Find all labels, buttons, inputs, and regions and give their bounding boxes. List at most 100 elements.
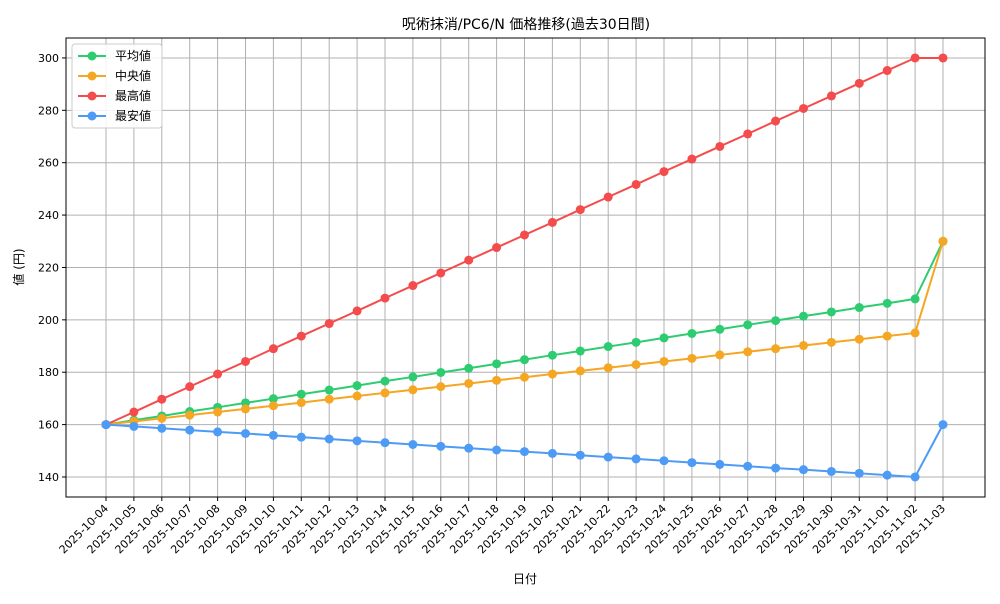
legend-item: 平均値 [78,48,151,63]
data-point [296,432,306,442]
data-point [854,78,864,88]
data-point [157,413,167,423]
series-3 [101,420,948,482]
data-point [826,307,836,317]
data-point [547,448,557,458]
data-point [101,420,111,430]
data-series [101,53,948,482]
data-point [380,376,390,386]
data-point [157,394,167,404]
data-point [882,470,892,480]
data-point [826,337,836,347]
data-point [854,468,864,478]
data-point [687,353,697,363]
data-point [157,423,167,433]
data-point [268,401,278,411]
data-point [631,454,641,464]
data-point [575,346,585,356]
data-point [436,268,446,278]
legend-label: 平均値 [115,48,151,63]
data-point [213,369,223,379]
data-point [520,447,529,457]
data-point [687,458,697,468]
legend-marker-icon [87,51,97,61]
data-point [352,306,362,316]
data-point [826,466,836,476]
data-point [296,389,306,399]
data-point [464,255,474,265]
data-point [352,436,362,446]
data-point [213,427,223,437]
y-tick-label: 220 [38,261,59,274]
data-point [436,382,446,392]
data-point [910,294,920,304]
data-point [575,450,585,460]
data-point [408,440,418,450]
data-point [547,350,557,360]
y-tick-label: 160 [38,419,59,432]
data-point [408,281,418,291]
data-point [380,293,390,303]
data-point [492,375,502,385]
data-point [659,356,669,366]
data-point [296,331,306,341]
data-point [464,378,474,388]
y-axis: 140 160 180 200 220 240 260 280 300 [38,52,66,484]
y-tick-label: 280 [38,104,59,117]
legend-item: 中央値 [78,68,151,83]
data-point [603,452,613,462]
x-axis: 2025-10-042025-10-052025-10-062025-10-07… [57,497,948,556]
data-point [492,359,502,369]
data-point [547,217,557,227]
legend-label: 最安値 [115,108,151,123]
data-point [520,355,529,365]
data-point [547,369,557,379]
data-point [771,116,781,126]
data-point [771,463,781,473]
legend-marker-icon [87,91,97,101]
legend-marker-icon [87,111,97,121]
data-point [631,179,641,189]
data-point [520,372,529,382]
data-point [520,230,529,240]
data-point [882,298,892,308]
data-point [715,459,725,469]
data-point [241,404,250,414]
data-point [241,356,250,366]
series-1 [101,236,948,430]
data-point [771,344,781,354]
grid-lines [66,38,985,497]
data-point [436,441,446,451]
data-point [185,425,195,435]
data-point [185,410,195,420]
data-point [352,391,362,401]
legend-item: 最高値 [78,88,151,103]
data-point [129,407,139,417]
data-point [213,407,223,417]
data-point [910,328,920,338]
data-point [352,381,362,391]
data-point [938,420,948,430]
data-point [715,141,725,151]
data-point [882,331,892,341]
data-point [826,91,836,101]
data-point [408,385,418,395]
data-point [799,465,808,475]
data-point [631,337,641,347]
data-point [324,394,334,404]
legend-marker-icon [87,71,97,81]
data-point [575,366,585,376]
data-point [631,360,641,370]
legend-item: 最安値 [78,108,151,123]
data-point [938,236,948,246]
data-point [743,461,753,471]
data-point [743,129,753,139]
y-tick-label: 300 [38,52,59,65]
chart-title: 呪術抹消/PC6/N 価格推移(過去30日間) [402,17,650,33]
data-point [603,363,613,373]
data-point [715,324,725,334]
data-point [324,434,334,444]
data-point [715,350,725,360]
data-point [380,438,390,448]
